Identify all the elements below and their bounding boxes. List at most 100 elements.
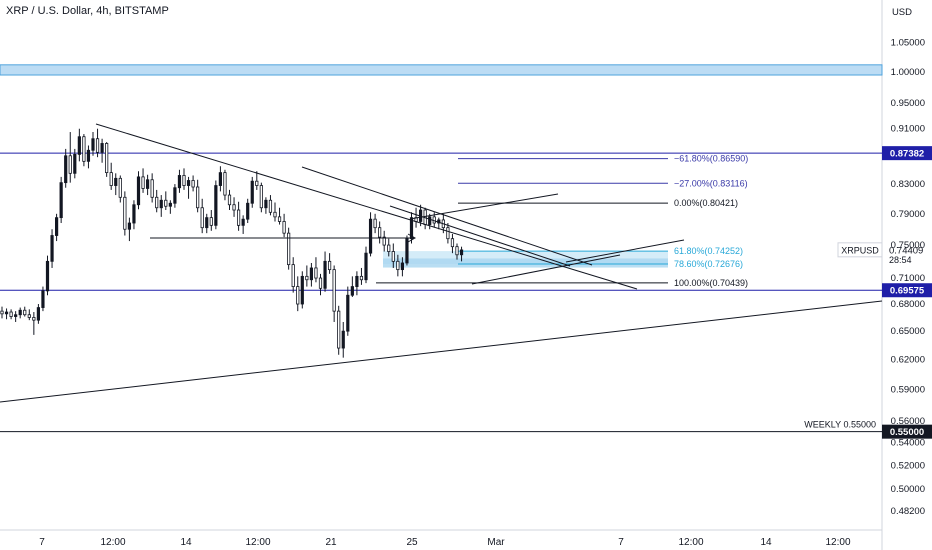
candle-body (118, 177, 122, 198)
fib-level-label: 100.00%(0.70439) (674, 278, 748, 288)
candle-body (45, 260, 50, 292)
candle-body (241, 218, 245, 226)
y-axis-tick-label: 0.75000 (891, 240, 925, 251)
arrow-head (407, 233, 417, 243)
horizontal-level-label: WEEKLY 0.55000 (804, 420, 876, 430)
candle-body (23, 309, 27, 316)
candle-body (332, 269, 336, 312)
candle-body (186, 180, 191, 186)
candle-body (64, 155, 68, 184)
candle-body (396, 260, 400, 271)
candle-body (209, 217, 213, 226)
price-tag-label: 0.55000 (890, 427, 924, 438)
trendline (301, 166, 593, 266)
fib-level-label: −27.00%(0.83116) (674, 178, 748, 188)
candle-body (41, 290, 45, 308)
candle-body (164, 199, 168, 207)
candle-body (0, 310, 4, 315)
candle-body (368, 218, 373, 254)
candle-body (382, 236, 386, 246)
x-axis-tick-label: 14 (760, 537, 772, 548)
candle-body (196, 186, 200, 209)
candle-body (127, 222, 131, 230)
candle-body (73, 153, 77, 174)
candle-body (232, 204, 236, 211)
candle-body (250, 180, 254, 204)
candle-body (32, 317, 36, 321)
candle-body (400, 262, 405, 271)
candle-body (264, 199, 268, 209)
candle-body (59, 182, 63, 219)
candle-body (100, 143, 104, 153)
y-axis-unit: USD (892, 7, 912, 18)
x-axis-tick-label: 12:00 (825, 537, 850, 548)
price-tag (882, 283, 932, 298)
candle-body (236, 209, 241, 226)
candle-body (105, 143, 109, 174)
candle-body (55, 217, 59, 236)
candle-body (27, 314, 31, 318)
candle-body (227, 194, 232, 206)
candle-body (364, 252, 368, 281)
candle-body (387, 244, 391, 252)
candle-body (296, 286, 300, 305)
x-axis-tick-label: Mar (487, 537, 505, 548)
candle-body (273, 211, 277, 218)
candle-body (459, 249, 464, 256)
y-axis-tick-label: 0.79000 (891, 209, 925, 220)
candle-body (173, 187, 177, 204)
fib-level-label: 61.80%(0.74252) (674, 246, 743, 256)
candle-body (155, 196, 159, 209)
candle-body (205, 217, 209, 229)
candle-body (268, 199, 273, 213)
price-tag (882, 146, 932, 161)
candle-body (159, 199, 163, 209)
y-axis-tick-label: 0.50000 (891, 484, 925, 495)
x-axis-tick-label: 7 (39, 537, 45, 548)
candle-body (355, 275, 359, 287)
candle-body (77, 136, 81, 155)
y-axis-tick-label: 0.52000 (891, 460, 925, 471)
candle-body (14, 314, 18, 317)
candle-body (246, 202, 250, 220)
candle-body (277, 216, 282, 222)
price-tag (882, 424, 932, 439)
y-axis-tick-label: 0.95000 (891, 98, 925, 109)
candle-body (200, 207, 204, 229)
y-axis-tick-label: 0.68000 (891, 299, 925, 310)
y-axis-tick-label: 0.62000 (891, 355, 925, 366)
candle-body (341, 330, 345, 349)
current-price-label: 0.74409 (889, 245, 923, 256)
candle-body (132, 204, 136, 224)
fib-zone-inner (383, 258, 668, 268)
candle-body (405, 238, 409, 264)
candle-body (287, 232, 291, 266)
candle-body (95, 138, 100, 153)
candle-body (346, 294, 350, 332)
candle-body (318, 277, 323, 289)
candle-body (337, 310, 341, 349)
symbol-tag-label: XRPUSD (841, 245, 879, 255)
fib-level-label: −61.80%(0.86590) (674, 154, 748, 164)
candle-body (282, 221, 286, 234)
candle-body (136, 176, 141, 206)
candle-body (150, 179, 154, 198)
candle-body (36, 307, 41, 321)
candle-body (145, 179, 150, 189)
candle-body (191, 180, 195, 188)
candle-body (91, 138, 95, 151)
countdown-label: 28:54 (889, 255, 912, 265)
y-axis-tick-label: 0.83000 (891, 179, 925, 190)
candle-body (323, 260, 327, 289)
candle-body (391, 251, 395, 262)
candle-body (350, 286, 354, 296)
candle-body (300, 275, 304, 305)
candle-body (182, 175, 186, 186)
y-axis-tick-label: 0.65000 (891, 326, 925, 337)
candle-body (214, 185, 218, 226)
y-axis-tick-label: 0.91000 (891, 124, 925, 135)
price-tag-label: 0.69575 (890, 286, 925, 297)
candle-body (291, 264, 295, 287)
